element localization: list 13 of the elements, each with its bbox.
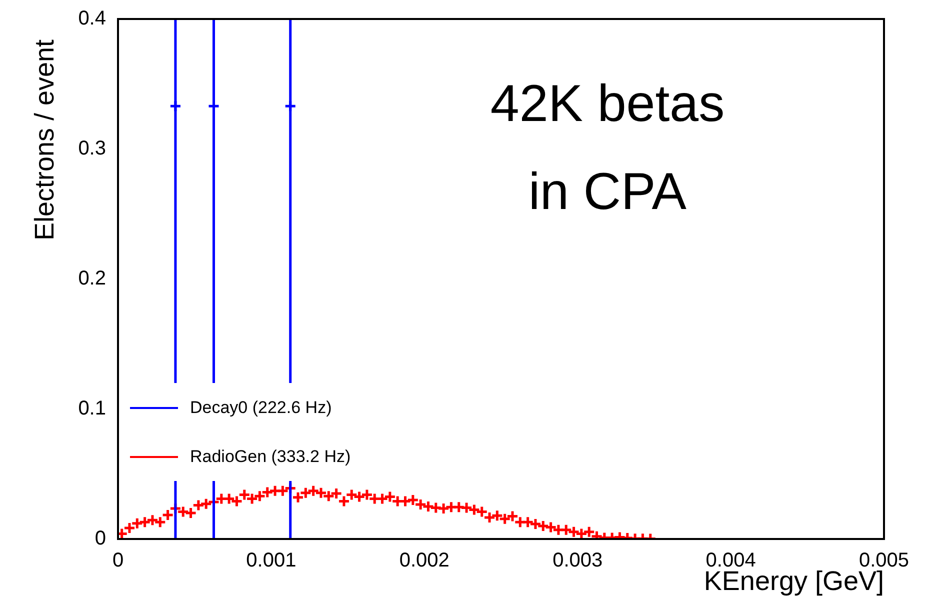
x-tick-label: 0.001 — [246, 550, 296, 572]
y-tick-label: 0 — [94, 528, 106, 550]
x-tick-label: 0 — [112, 550, 124, 572]
legend-label: Decay0 (222.6 Hz) — [190, 398, 332, 418]
y-axis-title: Electrons / event — [30, 39, 60, 241]
y-tick-label: 0.3 — [78, 138, 106, 160]
legend-label: RadioGen (333.2 Hz) — [190, 446, 351, 466]
y-tick-label: 0.4 — [78, 8, 106, 30]
annotation: 42K betas in CPA — [489, 74, 726, 223]
y-tick-label: 0.2 — [78, 268, 106, 290]
x-tick-label: 0.003 — [552, 550, 603, 572]
y-tick-label: 0.1 — [78, 398, 106, 420]
x-tick-label: 0.002 — [399, 550, 450, 572]
